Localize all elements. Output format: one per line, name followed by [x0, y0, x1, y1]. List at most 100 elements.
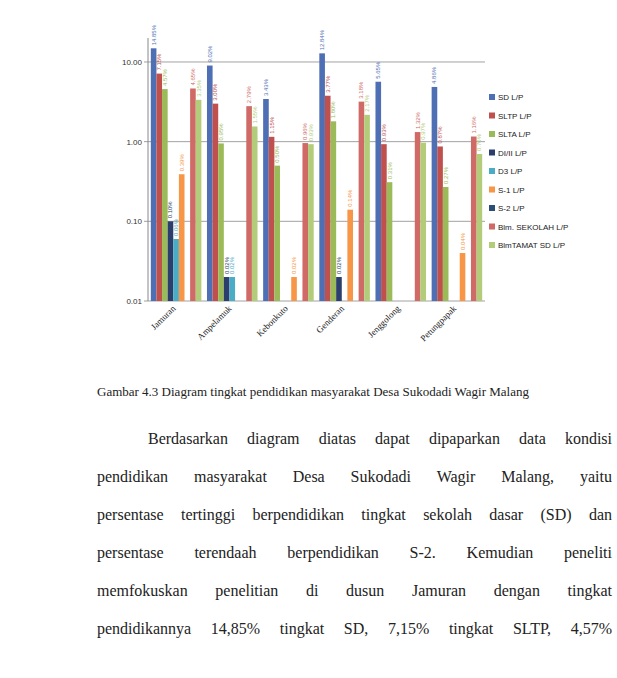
- data-label: 1.80%: [330, 101, 336, 119]
- body-line: persentase terendaah berpendidikan S-2. …: [97, 544, 612, 562]
- bar: [443, 187, 449, 301]
- data-label: 4.57%: [162, 68, 168, 86]
- tick-label: 0.10: [126, 217, 142, 226]
- legend-swatch: [489, 150, 495, 156]
- bar: [246, 106, 252, 301]
- category-label: Petungpapak: [418, 303, 458, 343]
- bar: [420, 143, 426, 301]
- bar: [477, 154, 483, 301]
- legend: SD L/PSLTP L/PSLTA L/PDI/II L/PD3 L/PS-1…: [489, 93, 568, 250]
- legend-swatch: [489, 224, 495, 230]
- legend-swatch: [489, 131, 495, 137]
- data-label: 14.85%: [151, 24, 157, 45]
- data-label: 5.65%: [375, 61, 381, 79]
- bar: [218, 143, 224, 301]
- data-label: 0.93%: [308, 123, 314, 141]
- bar: [432, 87, 438, 301]
- chart: 0.010.101.0010.0014.85%7.15%4.57%0.10%0.…: [0, 0, 617, 372]
- bar: [336, 277, 342, 301]
- data-label: 0.50%: [274, 145, 280, 163]
- body-line: pendidikannya 14,85% tingkat SD, 7,15% t…: [97, 620, 612, 638]
- bar: [308, 144, 314, 301]
- data-label: 1.15%: [269, 116, 275, 134]
- tick-label: 10.00: [122, 58, 143, 67]
- data-label: 0.27%: [443, 166, 449, 184]
- body-line: pendidikan masyarakat Desa Sukodadi Wagi…: [97, 468, 612, 486]
- data-label: 0.95%: [218, 123, 224, 141]
- data-label: 3.77%: [325, 75, 331, 93]
- body-line: memfokuskan penelitian di dusun Jamuran …: [97, 582, 612, 600]
- data-label: 0.14%: [347, 189, 353, 207]
- data-label: 0.04%: [460, 232, 466, 250]
- data-label: 0.10%: [167, 201, 173, 219]
- bar: [224, 277, 230, 301]
- bar: [415, 132, 421, 301]
- bar: [151, 48, 157, 301]
- bar: [302, 143, 308, 301]
- grid-line: [148, 61, 485, 62]
- bar: [274, 166, 280, 301]
- body-line: Berdasarkan diagram diatas dapat dipapar…: [148, 430, 612, 448]
- data-label: 0.97%: [420, 122, 426, 140]
- bar: [196, 100, 202, 301]
- category-label: Jamuran: [149, 303, 178, 332]
- data-label: 1.55%: [252, 106, 258, 124]
- bar: [347, 210, 353, 301]
- bar: [252, 126, 258, 301]
- data-label: 0.02%: [229, 256, 235, 274]
- tick: [144, 141, 148, 142]
- data-labels: 14.85%7.15%4.57%0.10%0.06%0.39%4.65%3.35…: [151, 24, 483, 274]
- bar: [460, 253, 466, 301]
- legend-swatch: [489, 205, 495, 211]
- data-label: 2.17%: [364, 94, 370, 112]
- caption: Gambar 4.3 Diagram tingkat pendidikan ma…: [97, 384, 529, 400]
- bar: [173, 239, 179, 301]
- data-label: 0.93%: [381, 123, 387, 141]
- legend-label: D3 L/P: [498, 167, 522, 176]
- category-label: Genderan: [314, 303, 346, 335]
- tick: [144, 221, 148, 222]
- tick: [144, 301, 148, 302]
- legend-label: BlmTAMAT SD L/P: [498, 241, 565, 250]
- data-label: 12.84%: [319, 29, 325, 50]
- category-label: Jenggolong: [366, 303, 403, 340]
- legend-label: S-2 L/P: [498, 204, 525, 213]
- data-label: 3.43%: [263, 78, 269, 96]
- bar: [359, 102, 365, 301]
- bar: [375, 82, 381, 301]
- legend-label: SD L/P: [498, 93, 523, 102]
- tick-label: 0.01: [126, 297, 142, 306]
- bars: [151, 48, 482, 301]
- data-label: 7.15%: [156, 53, 162, 71]
- bar: [471, 137, 477, 301]
- legend-swatch: [489, 168, 495, 174]
- bar: [291, 277, 297, 301]
- bar: [162, 89, 168, 301]
- bar: [325, 96, 331, 301]
- bar: [190, 88, 196, 301]
- data-label: 0.31%: [387, 162, 393, 180]
- legend-label: DI/II L/P: [498, 149, 527, 158]
- y-axis: [148, 38, 149, 301]
- data-label: 0.70%: [476, 133, 482, 151]
- legend-label: Blm. SEKOLAH L/P: [498, 223, 568, 232]
- legend-label: SLTA L/P: [498, 130, 531, 139]
- data-label: 1.16%: [471, 116, 477, 134]
- bar: [179, 174, 185, 301]
- bar: [229, 277, 235, 301]
- data-label: 3.00%: [212, 83, 218, 101]
- category-label: Ampelamuk: [195, 303, 234, 342]
- data-label: 0.87%: [437, 126, 443, 144]
- legend-swatch: [489, 113, 495, 119]
- legend-swatch: [489, 187, 495, 193]
- category-label: Kebonkuto: [254, 303, 290, 339]
- data-label: 0.02%: [336, 256, 342, 274]
- bar: [364, 115, 370, 301]
- legend-label: S-1 L/P: [498, 186, 525, 195]
- data-label: 0.06%: [173, 218, 179, 236]
- bar: [387, 182, 393, 301]
- bar: [156, 74, 162, 301]
- tick: [144, 61, 148, 62]
- tick-label: 1.00: [126, 138, 142, 147]
- data-label: 3.35%: [196, 79, 202, 97]
